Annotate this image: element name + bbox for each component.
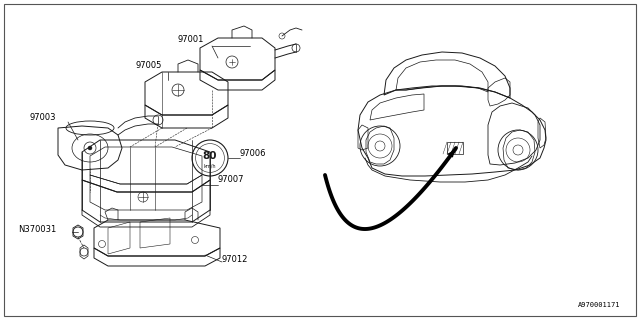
Text: km/h: km/h <box>204 164 216 169</box>
Text: N370031: N370031 <box>18 225 56 234</box>
Text: 80: 80 <box>203 151 217 161</box>
Text: A970001171: A970001171 <box>577 302 620 308</box>
Text: 97005: 97005 <box>136 61 163 70</box>
Circle shape <box>88 146 92 150</box>
Text: 97012: 97012 <box>222 255 248 264</box>
Text: 97001: 97001 <box>178 35 204 44</box>
Text: 97007: 97007 <box>218 175 244 184</box>
Text: 97003: 97003 <box>30 113 56 122</box>
Text: 97006: 97006 <box>240 149 266 158</box>
